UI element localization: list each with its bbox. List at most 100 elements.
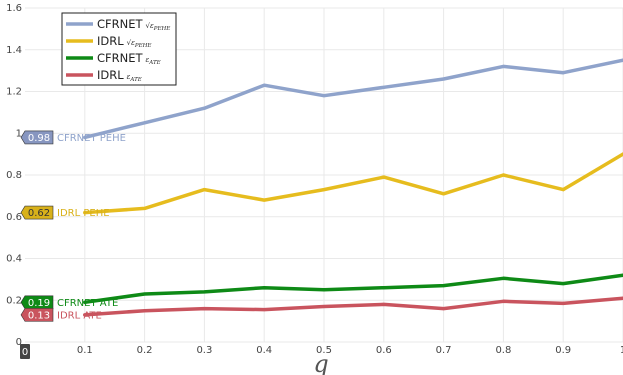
- series-line-idrl-pehe: [83, 152, 623, 215]
- data-point-cfrnet-ate: [262, 286, 266, 290]
- x-tick-label: 0.9: [555, 345, 571, 356]
- data-point-cfrnet-pehe: [501, 64, 505, 68]
- data-point-idrl-ate: [501, 299, 505, 303]
- data-point-cfrnet-ate: [202, 290, 206, 294]
- data-point-idrl-pehe: [322, 188, 326, 192]
- hover-label-box: [20, 308, 54, 322]
- data-point-cfrnet-pehe: [561, 71, 565, 75]
- data-point-cfrnet-pehe: [382, 85, 386, 89]
- legend-sublabel: √ε: [127, 39, 135, 47]
- legend-item-cfrnet-ate: CFRNET ε ATE: [66, 51, 161, 66]
- data-point-idrl-ate: [322, 305, 326, 309]
- x-tick-label: 0.8: [495, 345, 511, 356]
- legend-label: CFRNET: [97, 17, 144, 31]
- data-point-idrl-ate: [262, 308, 266, 312]
- hover-label-value: 0.19: [28, 298, 50, 309]
- legend-sublabel: √ε: [146, 22, 154, 30]
- hover-labels: 0.98 CFRNET PEHE 0.62 IDRL PEHE 0.19 CFRNET A…: [20, 130, 126, 322]
- legend-label: CFRNET: [97, 51, 144, 65]
- data-point-idrl-pehe: [83, 211, 87, 215]
- x-axis-title: q: [313, 350, 328, 375]
- hover-label-name: CFRNET ATE: [57, 298, 118, 309]
- data-point-idrl-pehe: [561, 188, 565, 192]
- x-tick-label: 0.3: [196, 345, 212, 356]
- x-tick-label: 0.2: [137, 345, 153, 356]
- hover-label-value: 0.13: [28, 310, 50, 321]
- legend-sublabel-subscript: ATE: [148, 60, 160, 66]
- hover-label-name: IDRL ATE: [57, 310, 102, 321]
- hover-label-name: CFRNET PEHE: [57, 133, 126, 144]
- y-tick-label: 1.2: [6, 87, 22, 98]
- axes: 0 0.2 0.4 0.6 0.8 1 1.2 1.4 1.6 0.1 0.2 0.3 0.4 0.5 0.…: [6, 3, 623, 359]
- hover-label: 0.62 IDRL PEHE: [20, 205, 110, 220]
- data-point-idrl-ate: [442, 307, 446, 311]
- data-point-cfrnet-pehe: [262, 83, 266, 87]
- data-point-cfrnet-pehe: [202, 106, 206, 110]
- x-zero-marker: [20, 344, 30, 359]
- y-tick-label: 1.6: [6, 3, 22, 14]
- y-tick-label: 1.4: [6, 45, 22, 56]
- series-line-cfrnet-ate: [83, 273, 623, 305]
- data-point-idrl-ate: [143, 309, 147, 313]
- x-zero-label: 0: [22, 347, 28, 358]
- legend-label: IDRL: [97, 68, 124, 82]
- x-tick-label: 0.1: [77, 345, 93, 356]
- hover-label-box: [20, 130, 54, 145]
- hover-label-value: 0.98: [28, 133, 50, 144]
- x-tick-label: 0.7: [436, 345, 452, 356]
- x-tick-label: 1: [620, 345, 623, 356]
- data-point-idrl-pehe: [382, 175, 386, 179]
- legend-sublabel-subscript: ATE: [129, 77, 141, 83]
- y-tick-label: 0.4: [6, 254, 22, 265]
- data-point-idrl-ate: [382, 302, 386, 306]
- data-point-cfrnet-ate: [83, 300, 87, 304]
- y-tick-label: 1: [16, 128, 22, 139]
- x-tick-label: 0.6: [376, 345, 392, 356]
- hover-label: 0.13 IDRL ATE: [20, 308, 102, 322]
- data-point-cfrnet-ate: [382, 286, 386, 290]
- series-line-cfrnet-pehe: [83, 58, 623, 140]
- data-point-idrl-pehe: [501, 173, 505, 177]
- legend-label: IDRL: [97, 34, 124, 48]
- legend-sublabel-subscript: PEHE: [134, 43, 152, 49]
- hover-label: 0.98 CFRNET PEHE: [20, 130, 126, 145]
- y-tick-label: 0: [16, 337, 22, 348]
- y-tick-label: 0.6: [6, 212, 22, 223]
- series-lines: [83, 58, 623, 317]
- legend-item-idrl-pehe: IDRL √ε PEHE: [66, 34, 151, 49]
- y-tick-label: 0.2: [6, 295, 22, 306]
- data-point-idrl-pehe: [262, 198, 266, 202]
- data-point-idrl-ate: [202, 307, 206, 311]
- legend-item-idrl-ate: IDRL ε ATE: [66, 68, 142, 83]
- hover-label-name: IDRL PEHE: [57, 208, 110, 219]
- data-point-cfrnet-pehe: [442, 77, 446, 81]
- hover-label-box: [20, 295, 54, 310]
- data-point-cfrnet-ate: [322, 288, 326, 292]
- legend-sublabel: ε: [127, 73, 131, 81]
- data-point-cfrnet-pehe: [83, 135, 87, 139]
- hover-label-value: 0.62: [28, 208, 50, 219]
- data-point-cfrnet-pehe: [143, 121, 147, 125]
- legend-sublabel-subscript: PEHE: [153, 26, 171, 32]
- data-point-cfrnet-pehe: [322, 94, 326, 98]
- data-point-idrl-pehe: [442, 192, 446, 196]
- hover-label-box: [20, 205, 54, 220]
- hover-label: 0.19 CFRNET ATE: [20, 295, 118, 310]
- data-point-idrl-ate: [561, 301, 565, 305]
- data-point-idrl-ate: [83, 313, 87, 317]
- data-point-cfrnet-ate: [442, 284, 446, 288]
- data-point-cfrnet-ate: [501, 276, 505, 280]
- series-line-idrl-ate: [83, 296, 623, 317]
- data-point-cfrnet-ate: [561, 282, 565, 286]
- legend-sublabel: ε: [146, 56, 150, 64]
- y-tick-label: 0.8: [6, 170, 22, 181]
- data-point-cfrnet-ate: [143, 292, 147, 296]
- data-point-idrl-pehe: [202, 188, 206, 192]
- data-point-idrl-pehe: [143, 206, 147, 210]
- x-tick-label: 0.4: [256, 345, 272, 356]
- legend-item-cfrnet-pehe: CFRNET √ε PEHE: [66, 17, 170, 32]
- x-tick-label: 0.5: [316, 345, 332, 356]
